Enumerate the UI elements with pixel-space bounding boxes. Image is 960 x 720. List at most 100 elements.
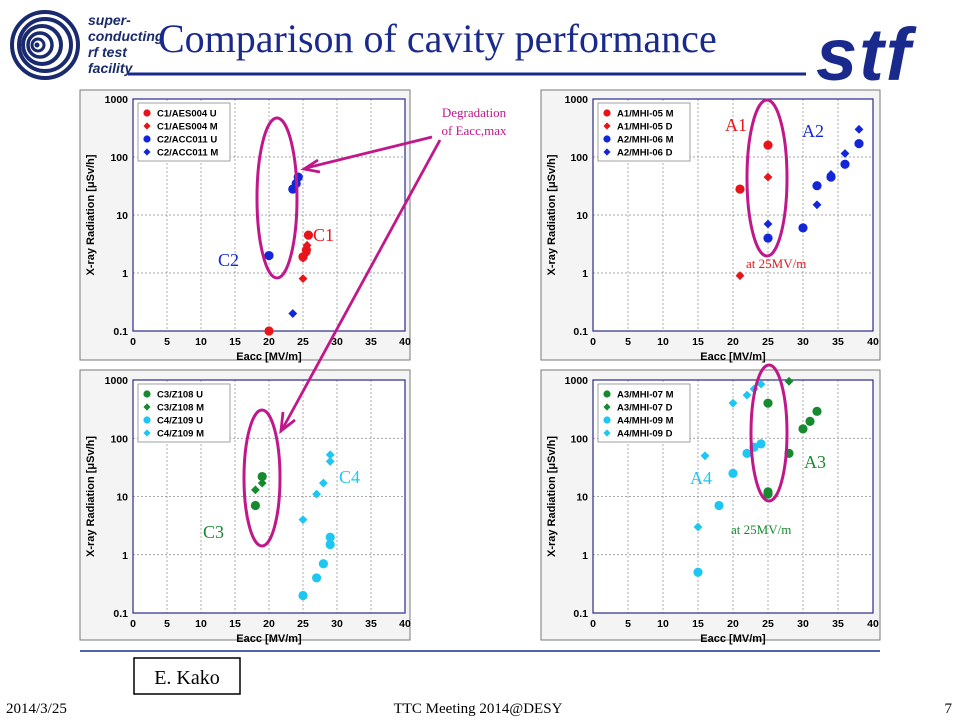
label-a2: A2 bbox=[802, 121, 824, 141]
logo-line-1: super- bbox=[88, 12, 131, 28]
y-tick-label: 1 bbox=[122, 550, 128, 562]
degradation-arrow-lower bbox=[279, 139, 442, 435]
x-tick-label: 35 bbox=[832, 336, 844, 348]
x-tick-label: 25 bbox=[762, 336, 774, 348]
data-point bbox=[854, 139, 864, 149]
data-point bbox=[763, 233, 773, 243]
legend-box bbox=[597, 383, 691, 443]
y-tick-label: 100 bbox=[570, 433, 588, 445]
x-axis-title: Eacc [MV/m] bbox=[700, 633, 766, 645]
x-tick-label: 5 bbox=[164, 336, 170, 348]
data-point bbox=[763, 219, 773, 229]
x-axis-title: Eacc [MV/m] bbox=[700, 351, 766, 363]
x-tick-label: 10 bbox=[195, 336, 207, 348]
x-tick-label: 0 bbox=[130, 618, 136, 630]
legend-label: C2/ACC011 U bbox=[157, 135, 217, 146]
x-tick-label: 35 bbox=[365, 336, 377, 348]
degradation-arrow-upper bbox=[300, 135, 433, 174]
legend-box bbox=[137, 383, 231, 443]
y-tick-label: 0.1 bbox=[113, 608, 128, 620]
label-a4: A4 bbox=[690, 468, 712, 488]
x-tick-label: 15 bbox=[692, 618, 704, 630]
legend-label: A3/MHI-07 D bbox=[617, 403, 673, 414]
legend-label: C4/Z109 U bbox=[157, 416, 203, 427]
x-tick-label: 20 bbox=[263, 618, 275, 630]
data-point bbox=[325, 532, 335, 542]
data-point bbox=[298, 515, 308, 525]
x-tick-label: 15 bbox=[692, 336, 704, 348]
data-point bbox=[805, 416, 815, 426]
brand-logo: stf bbox=[816, 13, 917, 96]
y-tick-label: 100 bbox=[110, 433, 128, 445]
annotations: Degradation of Eacc,max C1 C2 C3 C4 A1 A… bbox=[203, 98, 826, 548]
x-tick-label: 10 bbox=[657, 618, 669, 630]
data-point bbox=[714, 500, 724, 511]
label-c2: C2 bbox=[218, 250, 239, 270]
y-tick-label: 10 bbox=[576, 492, 588, 504]
data-point bbox=[742, 390, 752, 400]
data-point bbox=[826, 170, 836, 179]
chart-c1-c2: 0 5 10 15 20 25 30 35 40 0.1 1 10 100 1000 Eacc [MV/m]… bbox=[79, 89, 411, 363]
data-point bbox=[763, 487, 773, 497]
x-tick-label: 35 bbox=[832, 618, 844, 630]
y-axis-title: X-ray Radiation [μSv/h] bbox=[546, 436, 558, 557]
y-tick-label: 1000 bbox=[105, 94, 129, 106]
legend-box bbox=[597, 102, 691, 162]
label-at25-top: at 25MV/m bbox=[746, 256, 806, 271]
data-point bbox=[756, 439, 766, 449]
legend-marker bbox=[603, 122, 611, 130]
legend-marker bbox=[143, 416, 151, 424]
data-point bbox=[728, 468, 738, 478]
y-tick-label: 1000 bbox=[565, 94, 589, 106]
y-tick-label: 1000 bbox=[105, 375, 129, 387]
brand-logo-text: stf bbox=[816, 13, 917, 96]
data-point bbox=[784, 376, 794, 386]
legend-label: A3/MHI-07 M bbox=[617, 390, 674, 401]
y-tick-label: 1000 bbox=[565, 375, 589, 387]
legend-label: A2/MHI-06 M bbox=[617, 135, 674, 146]
x-tick-label: 5 bbox=[625, 336, 631, 348]
y-tick-label: 0.1 bbox=[573, 326, 588, 338]
x-tick-label: 10 bbox=[195, 618, 207, 630]
data-point bbox=[735, 271, 745, 281]
data-point bbox=[318, 559, 328, 569]
spiral-logo-icon bbox=[10, 10, 80, 80]
legend-marker bbox=[143, 148, 151, 156]
data-point bbox=[250, 485, 260, 495]
data-point bbox=[301, 248, 311, 258]
logo-line-2: conducting bbox=[88, 28, 164, 44]
legend-label: A4/MHI-09 D bbox=[617, 429, 673, 440]
data-point bbox=[700, 451, 710, 461]
legend-marker bbox=[603, 403, 611, 411]
footer-meeting: TTC Meeting 2014@DESY bbox=[394, 701, 563, 717]
data-point bbox=[763, 398, 773, 408]
y-tick-label: 10 bbox=[116, 492, 128, 504]
legend-label: A1/MHI-05 M bbox=[617, 109, 674, 120]
legend-marker bbox=[603, 416, 611, 424]
legend-marker bbox=[143, 390, 151, 398]
data-point bbox=[325, 539, 335, 550]
x-tick-label: 0 bbox=[590, 336, 596, 348]
data-point bbox=[728, 398, 738, 408]
label-at25-bottom: at 25MV/m bbox=[731, 522, 791, 537]
logo-line-4: facility bbox=[88, 60, 134, 76]
data-point bbox=[693, 522, 703, 532]
x-tick-label: 20 bbox=[727, 618, 739, 630]
data-point bbox=[693, 567, 703, 577]
y-tick-label: 10 bbox=[576, 210, 588, 222]
y-tick-label: 1 bbox=[582, 550, 588, 562]
facility-logo: super- conducting rf test facility bbox=[10, 10, 164, 80]
legend-marker bbox=[603, 390, 611, 398]
legend-box bbox=[137, 102, 231, 162]
data-point bbox=[298, 274, 308, 284]
data-point bbox=[318, 478, 328, 488]
label-c3: C3 bbox=[203, 522, 224, 542]
ellipse-a1 bbox=[745, 98, 789, 258]
data-point bbox=[763, 172, 773, 182]
legend-label: C3/Z108 U bbox=[157, 390, 203, 401]
data-point bbox=[288, 184, 298, 194]
data-point bbox=[325, 450, 335, 460]
label-c4: C4 bbox=[339, 467, 360, 487]
legend-label: C1/AES004 U bbox=[157, 109, 217, 120]
